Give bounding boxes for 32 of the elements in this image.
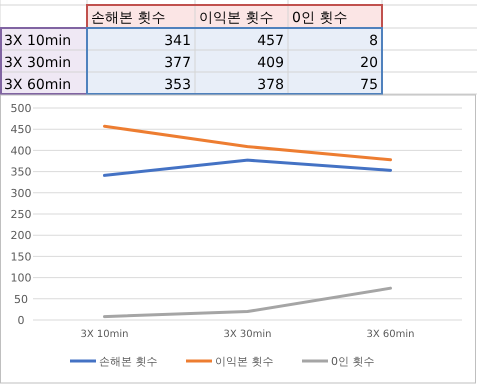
- data-label: 353: [164, 77, 191, 93]
- category-label: 3X 60min: [4, 77, 72, 93]
- y-tick-label: 150: [10, 250, 32, 264]
- legend-label: 0인 횟수: [331, 355, 374, 368]
- text: 이익본 횟수: [199, 10, 274, 26]
- y-tick-label: 250: [10, 208, 32, 221]
- series-label: 손해본 횟수: [91, 10, 166, 26]
- text: 0인 횟수: [292, 10, 348, 26]
- x-tick-label: 3X 60min: [366, 329, 414, 340]
- category-label: 3X 30min: [4, 55, 72, 71]
- data-label: 378: [257, 77, 284, 93]
- y-tick-label: 100: [10, 272, 32, 285]
- data-label: 341: [164, 33, 191, 49]
- y-tick-label: 300: [10, 186, 32, 200]
- data-label: 377: [164, 55, 191, 71]
- y-tick-label: 50: [14, 292, 28, 306]
- data-label: 20: [360, 55, 378, 71]
- legend-label: 이익본 횟수: [215, 355, 274, 368]
- data-label: 457: [257, 33, 284, 49]
- x-tick-label: 3X 30min: [224, 329, 272, 340]
- data-label: 8: [369, 33, 378, 49]
- x-tick-label: 3X 10min: [80, 329, 128, 340]
- y-tick-label: 450: [10, 123, 32, 136]
- legend-label: 손해본 횟수: [99, 355, 158, 368]
- y-tick-label: 350: [10, 166, 32, 179]
- data-label: 75: [360, 77, 378, 93]
- y-tick-label: 200: [10, 229, 32, 242]
- y-tick-label: 500: [10, 102, 32, 115]
- category-label: 3X 10min: [4, 33, 72, 49]
- y-tick-label: 400: [10, 144, 32, 158]
- y-tick-label: 0: [18, 314, 24, 327]
- data-label: 409: [257, 55, 284, 71]
